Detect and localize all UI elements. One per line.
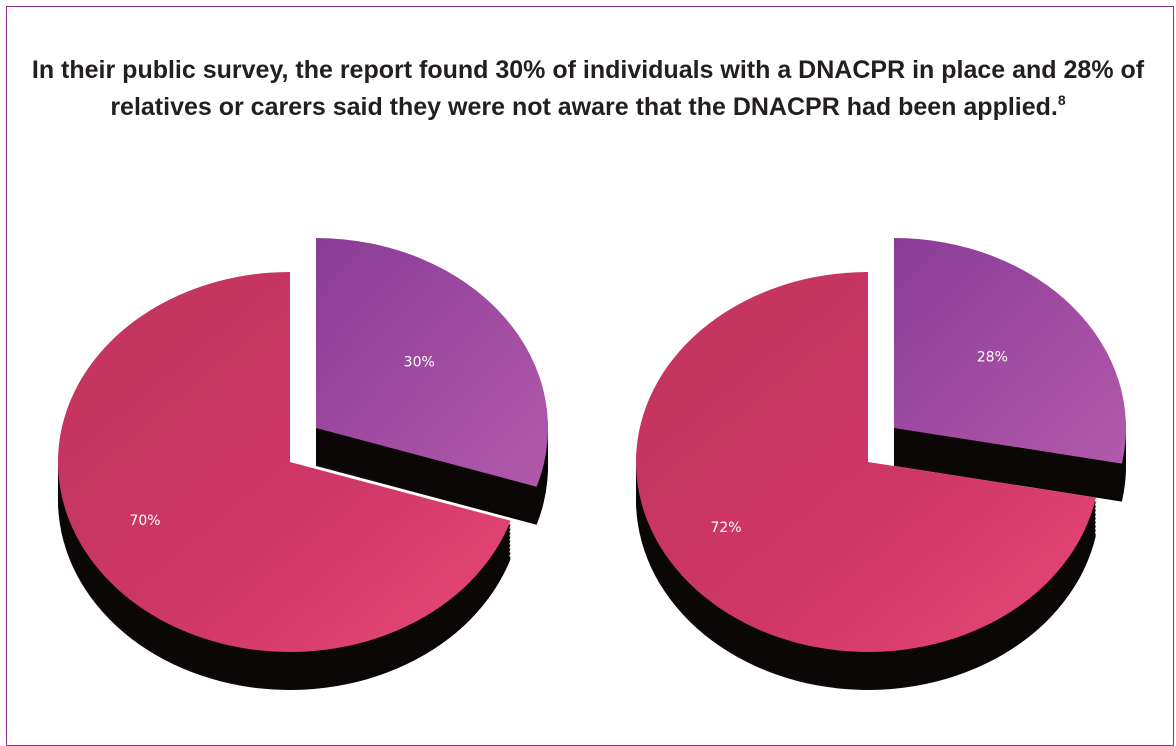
slice-small-top [894,238,1126,464]
headline-footnote: 8 [1057,92,1066,108]
pie-chart-1: 30% 70% [58,238,549,690]
slice-small-label: 30% [404,355,435,371]
slice-large-top [58,272,511,652]
figure-headline: In their public survey, the report found… [30,52,1146,126]
slice-small-top [316,238,548,487]
slice-large-label: 70% [129,513,160,529]
slice-large-top [636,272,1096,653]
headline-text: In their public survey, the report found… [31,56,1145,121]
slice-small-label: 28% [977,349,1008,365]
pie-chart-2: 28% 72% [636,238,1126,691]
slice-large-label: 72% [710,520,741,536]
